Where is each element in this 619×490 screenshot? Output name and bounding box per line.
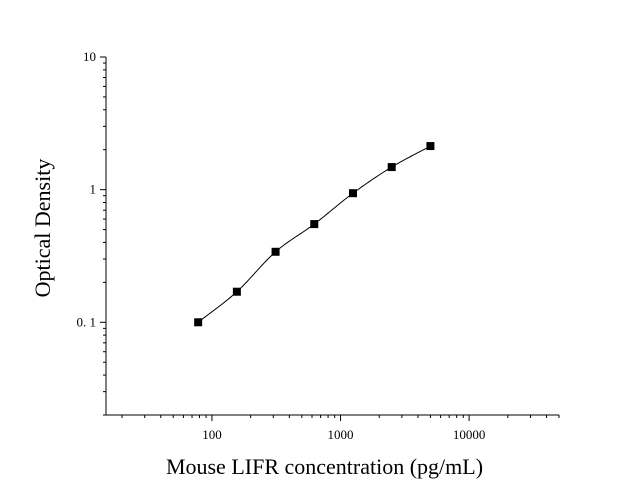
y-tick-label: 10 bbox=[83, 49, 96, 64]
data-point-marker bbox=[310, 220, 319, 229]
data-point-marker bbox=[194, 318, 203, 327]
y-axis-title: Optical Density bbox=[30, 159, 55, 298]
data-points bbox=[194, 142, 435, 327]
x-tick-label: 100 bbox=[202, 427, 222, 442]
axes bbox=[105, 57, 559, 416]
y-tick-label: 0. 1 bbox=[77, 314, 97, 329]
y-axis-ticks: 0. 1 1 10 bbox=[77, 49, 106, 416]
data-point-marker bbox=[348, 189, 357, 198]
data-point-marker bbox=[387, 163, 396, 172]
x-tick-label: 1000 bbox=[328, 427, 354, 442]
fit-curve bbox=[197, 145, 431, 323]
data-point-marker bbox=[426, 142, 435, 151]
y-tick-label: 1 bbox=[90, 182, 97, 197]
data-point-marker bbox=[232, 287, 241, 296]
x-axis-ticks: 100 1000 10000 bbox=[121, 415, 560, 442]
data-point-marker bbox=[271, 247, 280, 256]
x-axis-title: Mouse LIFR concentration (pg/mL) bbox=[166, 454, 483, 479]
x-tick-label: 10000 bbox=[453, 427, 486, 442]
